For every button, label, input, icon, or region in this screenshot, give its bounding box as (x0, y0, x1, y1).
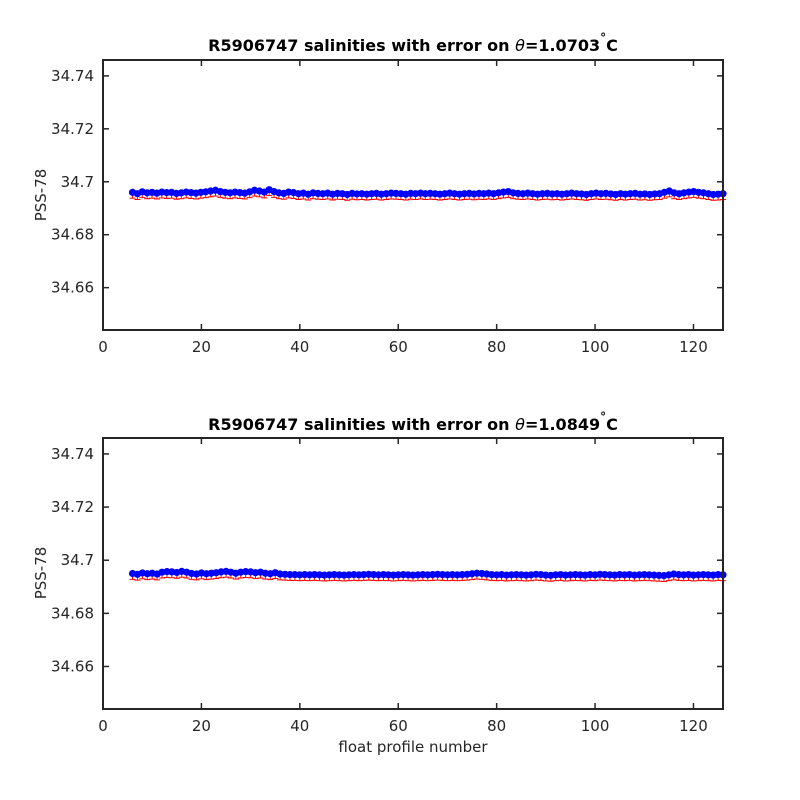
y-tick-label: 34.72 (51, 498, 94, 516)
y-tick-label: 34.74 (51, 67, 94, 85)
x-tick-label: 0 (98, 338, 108, 356)
xlabel-bottom: float profile number (338, 738, 488, 756)
x-tick-label: 100 (581, 717, 610, 735)
y-tick-label: 34.68 (51, 604, 94, 622)
x-tick-label: 80 (487, 717, 506, 735)
axes-box (102, 437, 724, 710)
x-tick-label: 80 (487, 338, 506, 356)
y-tick-label: 34.7 (61, 173, 94, 191)
y-tick-label: 34.7 (61, 551, 94, 569)
x-tick-label: 100 (581, 338, 610, 356)
y-tick-label: 34.68 (51, 226, 94, 244)
x-tick-label: 120 (679, 717, 708, 735)
panel-top: R5906747 salinities with error on θ=1.07… (32, 31, 727, 356)
y-tick-label: 34.74 (51, 445, 94, 463)
plot-area-bottom: 0 20 40 60 80 100 120 34.66 34.68 34.7 34.72 34.74 (51, 437, 727, 735)
x-tick-label: 20 (192, 717, 211, 735)
x-tick-label: 40 (290, 338, 309, 356)
y-tick-label: 34.66 (51, 279, 94, 297)
y-tick-label: 34.72 (51, 120, 94, 138)
data-points (128, 186, 727, 199)
title-top: R5906747 salinities with error on θ=1.07… (208, 31, 618, 55)
data-point (286, 570, 294, 579)
x-tick-label: 0 (98, 717, 108, 735)
x-tick-label: 40 (290, 717, 309, 735)
x-tick-label: 60 (389, 717, 408, 735)
y-tick-label: 34.66 (51, 657, 94, 675)
panel-bottom: R5906747 salinities with error on θ=1.08… (32, 410, 727, 756)
x-tick-label: 120 (679, 338, 708, 356)
ylabel-top: PSS-78 (32, 169, 50, 222)
ylabel-bottom: PSS-78 (32, 547, 50, 600)
axes-box (102, 59, 724, 331)
x-tick-label: 20 (192, 338, 211, 356)
title-bottom: R5906747 salinities with error on θ=1.08… (208, 410, 618, 434)
plot-area-top: 0 20 40 60 80 100 120 34.66 34.68 34.7 34.72 34.74 (51, 59, 727, 356)
data-points (128, 567, 727, 580)
x-tick-label: 60 (389, 338, 408, 356)
